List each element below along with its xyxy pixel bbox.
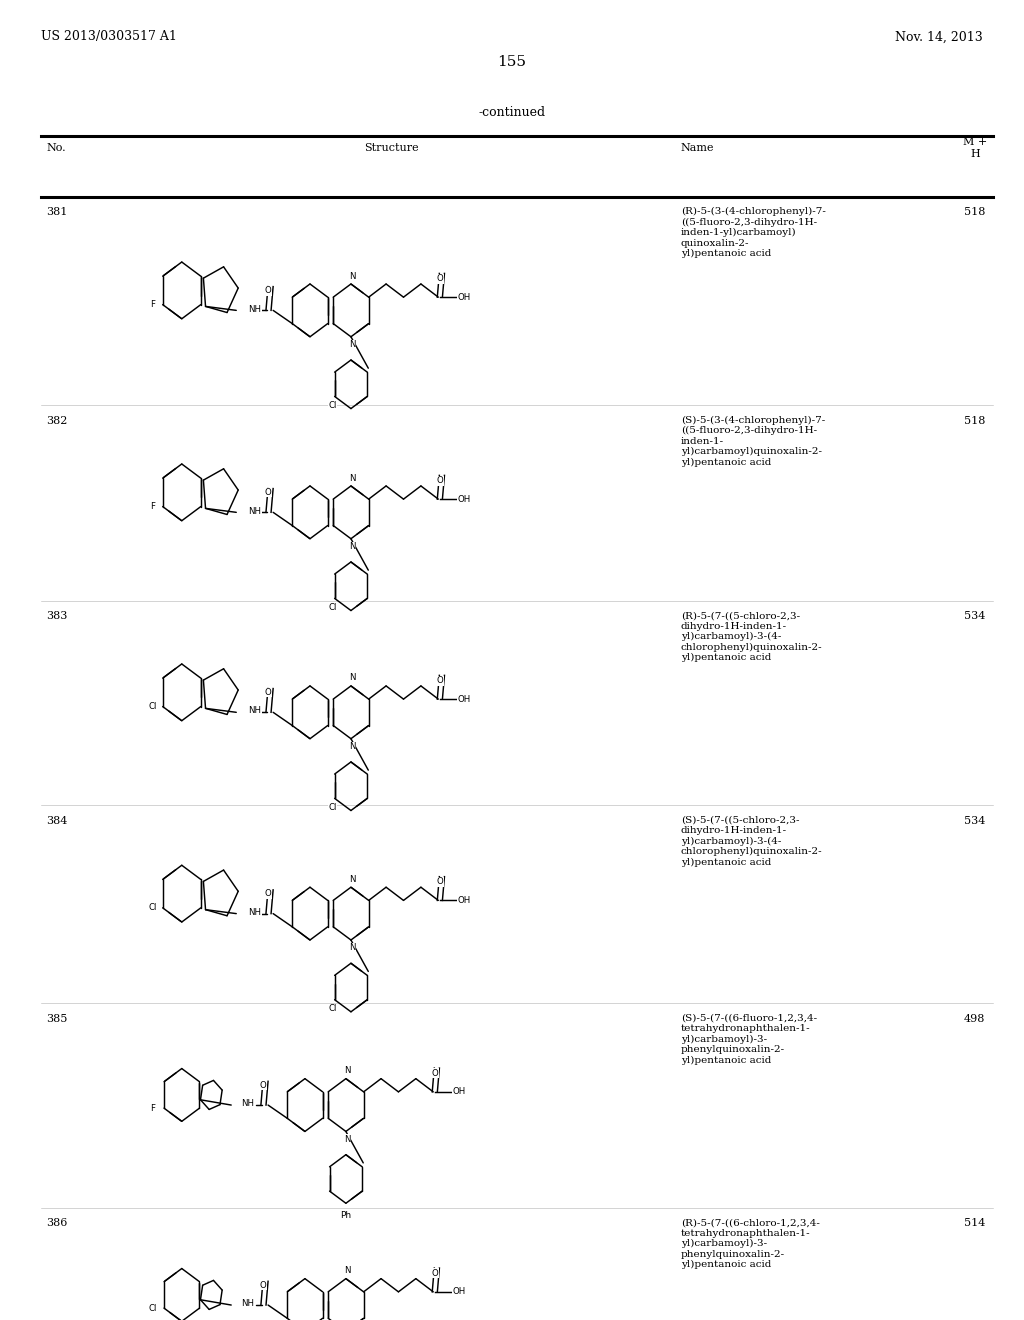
Text: O: O [437, 676, 443, 685]
Text: O: O [259, 1280, 266, 1290]
Text: Cl: Cl [148, 702, 157, 711]
Text: O: O [437, 275, 443, 284]
Text: N: N [349, 742, 355, 751]
Text: N: N [344, 1266, 350, 1275]
Text: -continued: -continued [478, 106, 546, 119]
Text: NH: NH [248, 908, 261, 917]
Text: 534: 534 [965, 611, 985, 622]
Text: US 2013/0303517 A1: US 2013/0303517 A1 [41, 30, 177, 44]
Text: N: N [349, 272, 355, 281]
Text: O: O [259, 1081, 266, 1090]
Text: OH: OH [458, 694, 471, 704]
Text: 518: 518 [965, 207, 985, 218]
Text: (S)-5-(7-((6-fluoro-1,2,3,4-
tetrahydronaphthalen-1-
yl)carbamoyl)-3-
phenylquin: (S)-5-(7-((6-fluoro-1,2,3,4- tetrahydron… [681, 1014, 817, 1065]
Text: 383: 383 [46, 611, 68, 622]
Text: 384: 384 [46, 816, 68, 826]
Text: OH: OH [458, 293, 471, 302]
Text: O: O [437, 477, 443, 486]
Text: Ph: Ph [340, 1210, 351, 1220]
Text: N: N [349, 341, 355, 350]
Text: 155: 155 [498, 55, 526, 70]
Text: O: O [264, 890, 271, 899]
Text: Cl: Cl [148, 1304, 157, 1312]
Text: N: N [349, 944, 355, 953]
Text: NH: NH [241, 1299, 254, 1308]
Text: OH: OH [453, 1287, 466, 1296]
Text: F: F [150, 300, 155, 309]
Text: Cl: Cl [329, 1005, 337, 1014]
Text: 518: 518 [965, 416, 985, 426]
Text: M +
H: M + H [963, 137, 987, 158]
Text: 385: 385 [46, 1014, 68, 1024]
Text: N: N [349, 875, 355, 884]
Text: (S)-5-(7-((5-chloro-2,3-
dihydro-1H-inden-1-
yl)carbamoyl)-3-(4-
chlorophenyl)qu: (S)-5-(7-((5-chloro-2,3- dihydro-1H-inde… [681, 816, 822, 867]
Text: Nov. 14, 2013: Nov. 14, 2013 [895, 30, 983, 44]
Text: OH: OH [453, 1088, 466, 1097]
Text: 498: 498 [965, 1014, 985, 1024]
Text: NH: NH [241, 1100, 254, 1109]
Text: O: O [264, 286, 271, 296]
Text: Structure: Structure [365, 143, 419, 153]
Text: NH: NH [248, 706, 261, 715]
Text: 381: 381 [46, 207, 68, 218]
Text: O: O [264, 688, 271, 697]
Text: O: O [264, 488, 271, 498]
Text: (R)-5-(7-((6-chloro-1,2,3,4-
tetrahydronaphthalen-1-
yl)carbamoyl)-3-
phenylquin: (R)-5-(7-((6-chloro-1,2,3,4- tetrahydron… [681, 1218, 820, 1270]
Text: Cl: Cl [329, 603, 337, 612]
Text: Cl: Cl [148, 903, 157, 912]
Text: Cl: Cl [329, 401, 337, 411]
Text: NH: NH [248, 507, 261, 516]
Text: N: N [349, 673, 355, 682]
Text: (R)-5-(7-((5-chloro-2,3-
dihydro-1H-inden-1-
yl)carbamoyl)-3-(4-
chlorophenyl)qu: (R)-5-(7-((5-chloro-2,3- dihydro-1H-inde… [681, 611, 822, 663]
Text: (R)-5-(3-(4-chlorophenyl)-7-
((5-fluoro-2,3-dihydro-1H-
inden-1-yl)carbamoyl)
qu: (R)-5-(3-(4-chlorophenyl)-7- ((5-fluoro-… [681, 207, 825, 259]
Text: 386: 386 [46, 1218, 68, 1229]
Text: F: F [151, 1104, 156, 1113]
Text: O: O [432, 1269, 438, 1278]
Text: N: N [349, 543, 355, 552]
Text: N: N [344, 1067, 350, 1076]
Text: Cl: Cl [329, 803, 337, 812]
Text: 382: 382 [46, 416, 68, 426]
Text: N: N [344, 1135, 350, 1144]
Text: 534: 534 [965, 816, 985, 826]
Text: F: F [150, 502, 155, 511]
Text: OH: OH [458, 896, 471, 906]
Text: No.: No. [46, 143, 66, 153]
Text: OH: OH [458, 495, 471, 504]
Text: Name: Name [681, 143, 715, 153]
Text: (S)-5-(3-(4-chlorophenyl)-7-
((5-fluoro-2,3-dihydro-1H-
inden-1-
yl)carbamoyl)qu: (S)-5-(3-(4-chlorophenyl)-7- ((5-fluoro-… [681, 416, 825, 467]
Text: O: O [437, 878, 443, 887]
Text: O: O [432, 1069, 438, 1078]
Text: 514: 514 [965, 1218, 985, 1229]
Text: NH: NH [248, 305, 261, 314]
Text: N: N [349, 474, 355, 483]
